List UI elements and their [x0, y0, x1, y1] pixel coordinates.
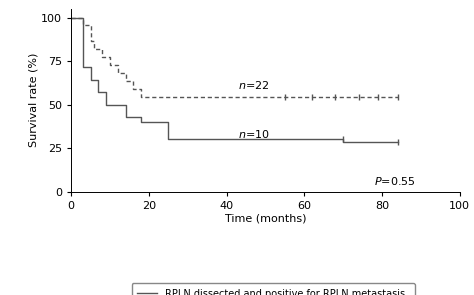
- X-axis label: Time (months): Time (months): [225, 214, 306, 224]
- Text: $\mathit{n}$=10: $\mathit{n}$=10: [238, 128, 270, 140]
- Legend: RPLN dissected and positive for RPLN metastasis, RPLN dissected and negative for: RPLN dissected and positive for RPLN met…: [131, 283, 415, 295]
- Text: $\mathit{P}$=0.55: $\mathit{P}$=0.55: [374, 175, 416, 187]
- Text: $\mathit{n}$=22: $\mathit{n}$=22: [238, 79, 270, 91]
- Y-axis label: Survival rate (%): Survival rate (%): [28, 53, 38, 148]
